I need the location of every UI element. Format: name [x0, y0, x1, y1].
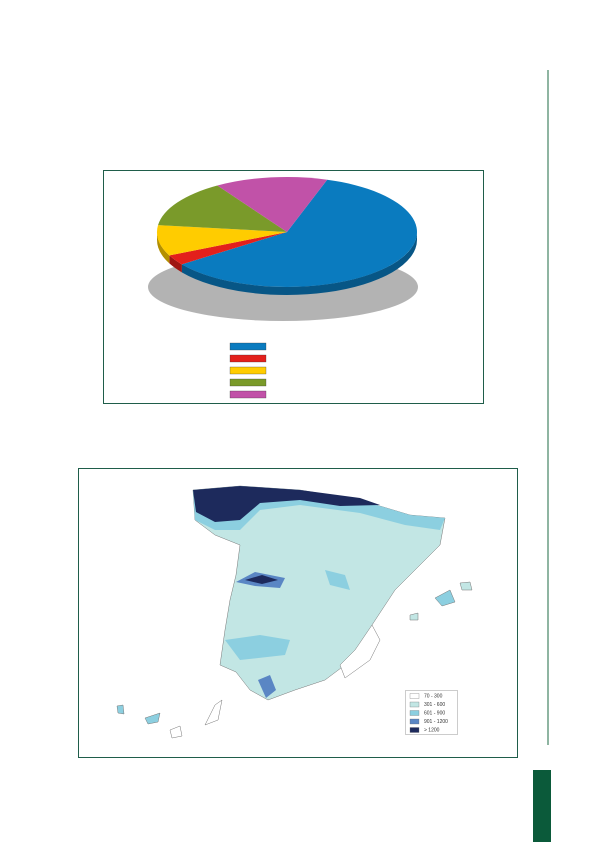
- map-legend-label: 70 - 300: [424, 693, 443, 699]
- map-island: [169, 725, 183, 739]
- legend-swatch: [229, 366, 267, 375]
- map-wettest: [193, 486, 380, 522]
- map-legend-swatch: [409, 710, 420, 716]
- map-legend-label: 301 - 600: [424, 702, 445, 708]
- pie-slice-side: [181, 232, 417, 295]
- map-mountain: [258, 675, 276, 698]
- map-legend: 70 - 300 301 - 600 601 - 900 901 - 1200 > 12…: [409, 693, 448, 733]
- map-legend-swatch: [409, 701, 420, 708]
- pie-slice: [158, 185, 287, 232]
- map-island: [116, 704, 125, 715]
- map-legend-swatch: [409, 693, 420, 699]
- map-frame: [78, 468, 518, 758]
- map-legend-label: 901 - 1200: [424, 719, 448, 725]
- pie-chart: [156, 177, 418, 295]
- map-island: [204, 699, 223, 726]
- legend-swatch: [229, 390, 267, 399]
- pie-legend: [229, 342, 267, 399]
- pie-slice: [217, 177, 328, 232]
- legend-swatch: [229, 378, 267, 387]
- pie-slice: [169, 232, 287, 265]
- map-legend-swatch: [409, 718, 420, 725]
- pie-slice: [156, 225, 287, 256]
- map-dry: [339, 624, 381, 679]
- map-legend-label: 601 - 900: [424, 710, 445, 716]
- map-legend-label: > 1200: [424, 727, 440, 733]
- map-island: [409, 612, 419, 621]
- pie-slice: [181, 179, 418, 288]
- pie-slice-side: [169, 255, 182, 273]
- pie-slice-side: [157, 232, 170, 264]
- map: [116, 485, 473, 739]
- map-peak: [245, 575, 278, 584]
- map-legend-swatch: [409, 727, 420, 733]
- map-island: [434, 589, 456, 607]
- map-wet: [325, 570, 350, 590]
- page-tab: [533, 770, 551, 842]
- map-wet: [225, 635, 290, 660]
- map-island: [459, 581, 473, 591]
- chart-frame: [103, 170, 484, 404]
- legend-swatch: [229, 342, 267, 351]
- legend-swatch: [229, 354, 267, 363]
- map-island: [144, 712, 161, 725]
